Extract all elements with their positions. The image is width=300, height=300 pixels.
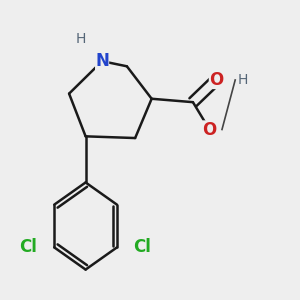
- Text: O: O: [202, 121, 217, 139]
- Text: H: H: [237, 73, 248, 87]
- Text: N: N: [95, 52, 109, 70]
- Text: Cl: Cl: [133, 238, 151, 256]
- Text: Cl: Cl: [19, 238, 37, 256]
- Text: H: H: [76, 32, 86, 46]
- Text: O: O: [209, 71, 223, 89]
